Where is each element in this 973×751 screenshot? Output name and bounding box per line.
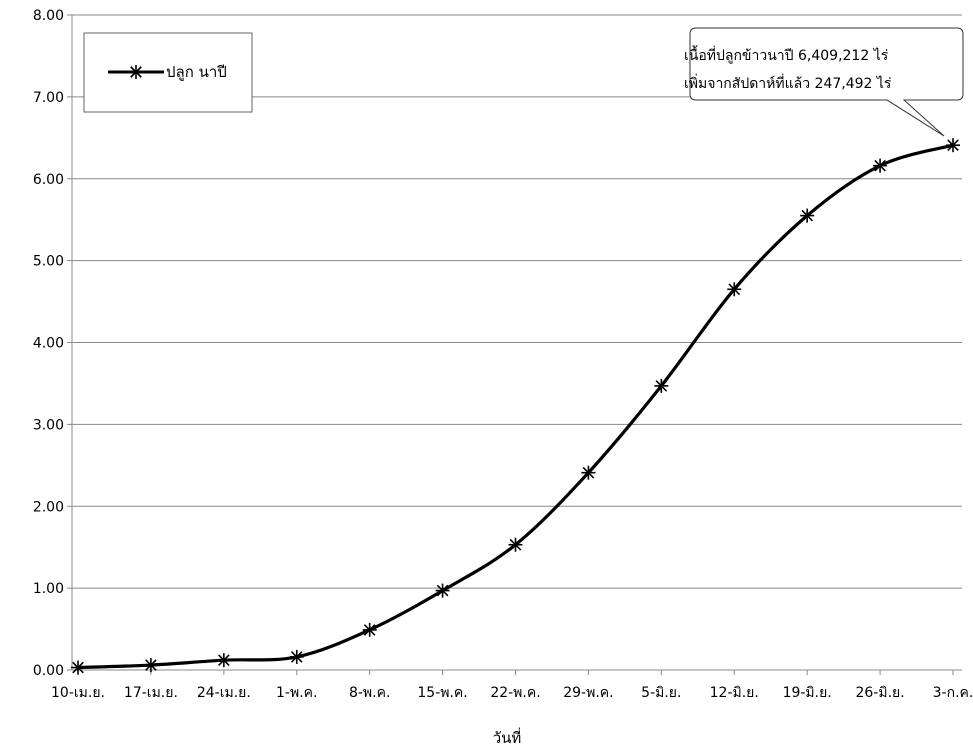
x-tick-label: 10-เม.ย. [51, 685, 105, 701]
data-point-marker [435, 583, 450, 598]
legend-label: ปลูก นาปี [166, 63, 227, 81]
x-tick-label: 29-พ.ค. [563, 685, 613, 701]
x-tick-label: 8-พ.ค. [349, 685, 390, 701]
y-axis-ticks: 0.00 1.00 2.00 3.00 4.00 5.00 6.00 7.00 8.00 [33, 8, 72, 679]
x-tick-label: 1-พ.ค. [276, 685, 317, 701]
legend: ปลูก นาปี [83, 32, 253, 113]
x-tick-label: 22-พ.ค. [490, 685, 540, 701]
y-tick-label: 1.00 [33, 581, 64, 597]
legend-marker-icon [129, 65, 143, 79]
x-tick-label: 3-ก.ค. [933, 685, 973, 701]
y-tick-label: 3.00 [33, 417, 64, 433]
data-point-marker [362, 622, 377, 637]
data-point-marker [508, 537, 523, 552]
x-tick-label: 24-เม.ย. [197, 685, 251, 701]
x-tick-label: 5-มิ.ย. [641, 685, 681, 701]
data-point-marker [581, 465, 596, 480]
x-tick-label: 26-มิ.ย. [855, 685, 904, 701]
x-axis-ticks: 10-เม.ย. 17-เม.ย. 24-เม.ย. 1-พ.ค. 8-พ.ค. 15-พ… [51, 670, 973, 701]
y-tick-label: 8.00 [33, 8, 64, 24]
data-point-marker [216, 653, 231, 668]
callout: เนื้อที่ปลูกข้าวนาปี 6,409,212 ไร่ เพิ่ม… [684, 27, 964, 137]
y-tick-label: 7.00 [33, 90, 64, 106]
data-point-marker [71, 660, 85, 675]
x-tick-label: 19-มิ.ย. [783, 685, 832, 701]
y-tick-label: 6.00 [33, 172, 64, 188]
y-tick-label: 0.00 [33, 663, 64, 679]
x-axis-title: วันที่ [493, 727, 522, 747]
y-tick-label: 2.00 [33, 499, 64, 515]
data-point-marker [727, 282, 742, 297]
x-tick-label: 12-มิ.ย. [710, 685, 759, 701]
series-line [76, 143, 955, 670]
x-tick-label: 15-พ.ค. [417, 685, 467, 701]
series-markers [71, 138, 960, 675]
x-tick-label: 17-เม.ย. [124, 685, 178, 701]
callout-line-2: เพิ่มจากสัปดาห์ที่แล้ว 247,492 ไร่ [684, 74, 892, 92]
data-point-marker [800, 208, 815, 223]
legend-asterisk [129, 65, 143, 79]
callout-bubble [689, 27, 964, 137]
data-point-marker [946, 138, 960, 153]
data-point-marker [289, 649, 304, 664]
callout-line-1: เนื้อที่ปลูกข้าวนาปี 6,409,212 ไร่ [684, 45, 889, 64]
y-tick-label: 5.00 [33, 254, 64, 270]
data-point-marker [143, 658, 158, 673]
y-tick-label: 4.00 [33, 336, 64, 352]
data-point-marker [654, 378, 669, 393]
data-point-marker [873, 158, 888, 173]
